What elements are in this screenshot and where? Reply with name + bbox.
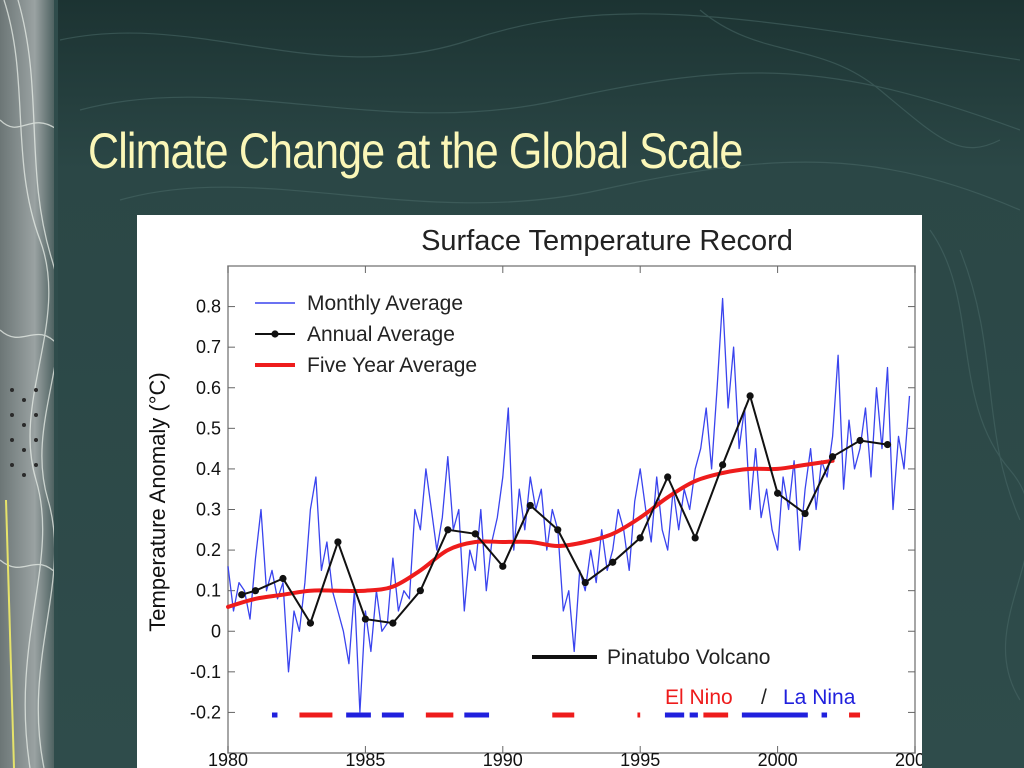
annual-average-point [856,436,864,445]
x-tick-label: 1995 [620,750,660,768]
annual-average-point [334,538,342,546]
la-nina-label: La Nina [783,686,856,709]
annual-average-point [251,587,260,595]
annual-average-point [444,526,452,534]
y-tick-label: -0.1 [190,662,221,682]
annual-average-point [691,534,699,542]
annual-average-point [801,509,809,518]
legend-label-five-year: Five Year Average [307,354,477,377]
annual-average-point [828,453,837,461]
annual-average-point [609,558,617,566]
chart-figure: Surface Temperature Record Temperature A… [137,215,922,768]
enso-separator: / [761,686,767,709]
annual-average-point [719,461,727,469]
annual-average-point [526,501,534,510]
annual-average-point [389,619,397,627]
annual-average-point [774,489,782,497]
annual-average-point [499,562,507,570]
annual-average-point [238,591,246,599]
x-tick-label: 1985 [345,750,385,768]
surface-temperature-chart: Surface Temperature Record Temperature A… [145,225,922,768]
annual-average-point [471,530,479,538]
annual-average-point [416,587,424,595]
y-tick-label: 0.2 [196,540,221,560]
annual-average-point [361,615,369,623]
five-year-average-line [226,458,835,609]
annual-average-point [636,534,644,542]
y-tick-label: 0.6 [196,378,221,398]
y-axis-label: Temperature Anomaly (°C) [145,372,170,631]
y-tick-label: 0.5 [196,418,221,438]
chart-title: Surface Temperature Record [421,225,793,257]
y-tick-label: 0.1 [196,581,221,601]
volcano-label: Pinatubo Volcano [607,646,770,669]
y-tick-label: 0.7 [196,337,221,357]
x-tick-label: 1980 [208,750,248,768]
annual-average-point [664,473,672,481]
el-nino-label: El Nino [665,686,733,709]
annual-average-point [581,578,589,587]
legend-label-annual: Annual Average [307,323,455,346]
left-decorative-strip [0,0,58,768]
monthly-average-line [227,297,911,714]
annual-average-point [306,619,315,627]
x-tick-label: 2005 [895,750,922,768]
y-tick-label: 0.3 [196,500,221,520]
annual-average-point [279,574,287,583]
y-tick-label: 0.8 [196,297,221,317]
slide-title: Climate Change at the Global Scale [88,123,743,179]
legend-label-monthly: Monthly Average [307,292,463,315]
y-tick-label: 0 [211,621,221,641]
annual-average-point [746,392,754,400]
y-tick-label: 0.4 [196,459,221,479]
legend-annual-marker [271,330,279,338]
x-tick-label: 1990 [483,750,523,768]
annual-average-point [883,440,892,449]
annual-average-point [554,526,562,534]
y-tick-label: -0.2 [190,702,221,722]
x-tick-label: 2000 [758,750,798,768]
